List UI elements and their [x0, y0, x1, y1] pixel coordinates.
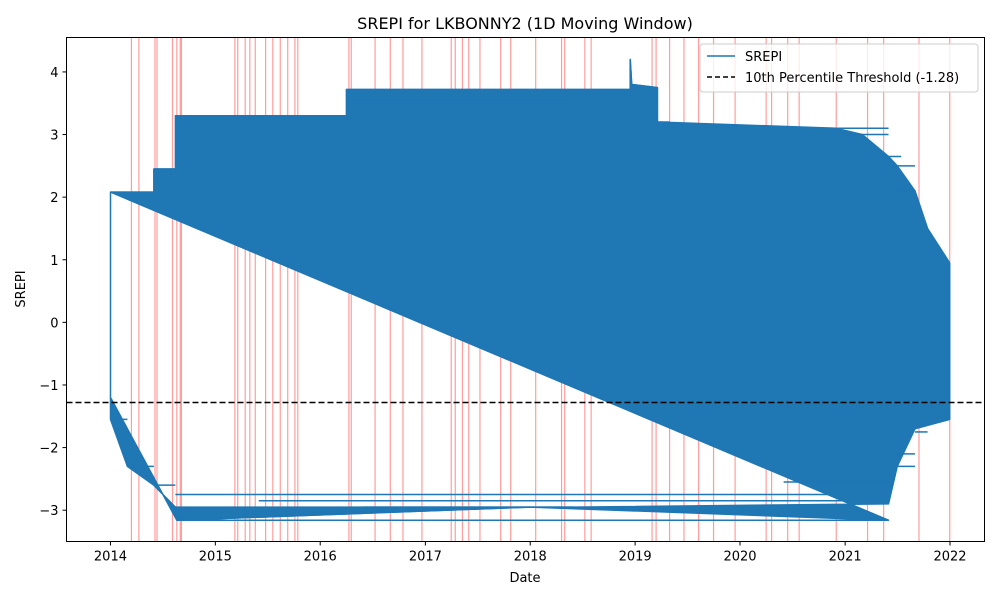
y-tick-label: 4: [50, 66, 58, 81]
y-tick-label: 3: [50, 129, 58, 144]
y-tick-label: −3: [39, 504, 58, 519]
series-srepi-tail: [176, 506, 531, 521]
chart-title: SREPI for LKBONNY2 (1D Moving Window): [357, 14, 693, 33]
x-tick-label: 2020: [723, 550, 756, 565]
series-srepi: [109, 58, 951, 521]
axes-frame: [66, 37, 985, 542]
y-tick-label: −2: [39, 442, 58, 457]
legend-label-threshold: 10th Percentile Threshold (-1.28): [745, 71, 959, 86]
x-tick-label: 2019: [619, 550, 652, 565]
y-axis: −3 −2 −1 0 1 2 3 4: [39, 66, 67, 519]
x-tick-label: 2016: [304, 550, 337, 565]
y-tick-label: 1: [50, 254, 58, 269]
x-tick-label: 2018: [514, 550, 547, 565]
x-tick-label: 2017: [409, 550, 442, 565]
legend-label-srepi: SREPI: [745, 50, 782, 65]
x-tick-label: 2014: [94, 550, 127, 565]
x-axis-label: Date: [509, 571, 540, 586]
legend-frame: [699, 43, 979, 93]
legend: SREPI 10th Percentile Threshold (-1.28): [699, 43, 979, 93]
y-tick-label: 2: [50, 191, 58, 206]
y-tick-label: 0: [50, 316, 58, 331]
x-tick-label: 2022: [933, 550, 966, 565]
x-tick-label: 2015: [199, 550, 232, 565]
plot-area: [66, 37, 985, 542]
y-tick-label: −1: [39, 379, 58, 394]
x-tick-label: 2021: [829, 550, 862, 565]
y-axis-label: SREPI: [14, 270, 29, 307]
x-axis: 2014 2015 2016 2017 2018 2019 2020 2021 2022: [94, 541, 967, 565]
series-srepi-peak: [629, 59, 658, 90]
